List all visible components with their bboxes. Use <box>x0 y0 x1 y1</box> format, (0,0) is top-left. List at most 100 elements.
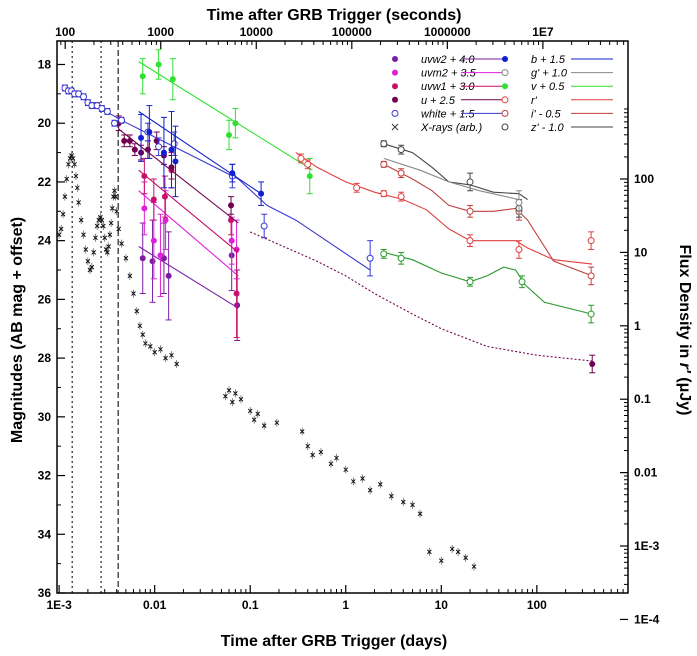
xray-point <box>247 408 253 414</box>
series-point <box>138 134 145 141</box>
x-bottom-tick-label: 10 <box>435 598 449 612</box>
xray-point <box>134 308 140 314</box>
xray-point <box>76 200 81 205</box>
x-bottom-tick-label: 100 <box>527 598 547 612</box>
series-fit-line <box>138 111 262 195</box>
series-point <box>397 254 405 262</box>
xray-point <box>147 344 153 349</box>
legend-entry-label: uvw2 + 4.0 <box>421 54 475 66</box>
legend-entry-label: r' <box>531 95 538 107</box>
xray-point <box>94 223 100 229</box>
xray-point <box>438 558 444 564</box>
series-point <box>172 158 179 165</box>
xray-point <box>87 267 93 273</box>
series-fit-line <box>118 128 239 224</box>
legend-entry-label: g' + 1.0 <box>531 68 568 80</box>
legend-marker <box>392 96 398 103</box>
series-point <box>169 76 176 83</box>
xray-point <box>226 388 232 393</box>
legend-marker <box>501 69 509 77</box>
y-right-tick-label: 10 <box>634 245 648 259</box>
series-point <box>170 140 178 148</box>
series-point <box>160 149 167 156</box>
xray-point <box>119 241 124 246</box>
xray-point <box>163 355 168 361</box>
xray-point <box>400 499 406 505</box>
series-point <box>80 93 88 101</box>
series-point <box>380 190 388 198</box>
xray-point <box>233 390 238 396</box>
series-point <box>155 143 163 151</box>
y-right-tick-label: 100 <box>634 172 654 186</box>
series-point <box>150 237 157 244</box>
series-point <box>306 173 313 180</box>
series-point <box>157 252 164 259</box>
series-point <box>366 254 374 262</box>
xray-point <box>93 235 98 241</box>
xray-point <box>367 487 373 493</box>
xray-point <box>169 352 174 358</box>
series-point <box>139 255 146 262</box>
series-point <box>232 120 239 127</box>
series-model-line <box>295 152 593 265</box>
xray-point <box>140 332 146 337</box>
xray-point <box>334 455 339 461</box>
series-point <box>234 302 241 309</box>
xray-point <box>274 420 280 426</box>
xray-point <box>114 208 120 214</box>
xray-point <box>463 555 469 561</box>
xray-point <box>56 232 62 238</box>
xray-point <box>261 423 267 428</box>
series-point <box>518 278 526 286</box>
xray-point <box>305 443 311 449</box>
xray-point <box>251 417 257 423</box>
series-point <box>587 272 595 280</box>
series-point <box>515 198 523 206</box>
series-point <box>226 131 233 138</box>
series-point <box>466 278 474 286</box>
xray-point <box>238 396 244 402</box>
xray-point <box>81 232 86 238</box>
series-point <box>589 360 596 367</box>
x-top-tick-label: 100000 <box>332 25 372 39</box>
series-point <box>150 196 157 203</box>
series-point <box>146 129 153 136</box>
legend-marker <box>392 83 398 90</box>
right-axis-title: Flux Density in r' (μJy) <box>676 245 693 416</box>
right-axis-title-prefix: Flux Density in <box>676 245 693 363</box>
series-model-line <box>383 251 593 315</box>
legend-entry-label: i' - 0.5 <box>531 108 561 120</box>
series-point <box>98 105 106 113</box>
xray-point <box>471 564 477 569</box>
legend-marker <box>392 69 398 76</box>
right-axis-title-band: r' <box>676 363 693 374</box>
x-top-tick-label: 1000 <box>147 25 174 39</box>
legend-marker <box>502 56 508 62</box>
xray-point <box>343 467 349 473</box>
series-point <box>144 146 151 153</box>
left-axis-title: Magnitudes (AB mag + offset) <box>9 217 26 443</box>
y-left-tick-label: 22 <box>38 175 52 189</box>
legend-marker <box>391 123 399 131</box>
series-point <box>126 137 133 144</box>
y-left-tick-label: 26 <box>38 292 52 306</box>
series-point <box>380 140 388 148</box>
x-bottom-tick-label: 1 <box>342 598 349 612</box>
xray-point <box>174 361 180 367</box>
y-right-tick-label: 1E-3 <box>634 539 660 553</box>
series-model-line <box>383 163 593 277</box>
y-left-tick-label: 20 <box>38 116 52 130</box>
legend-entry-label: uvw1 + 3.0 <box>421 81 475 93</box>
series-point <box>141 173 148 180</box>
xray-point <box>127 273 133 279</box>
xray-point <box>91 250 97 255</box>
xray-point <box>113 194 118 199</box>
legend-marker <box>502 83 508 90</box>
x-top-tick-label: 1E7 <box>532 25 554 39</box>
axes: 1E-3 0.01 0.1 1 10 100 100 1000 10000 100000 10000… <box>38 25 660 626</box>
series-point <box>131 146 138 153</box>
series-point <box>103 107 111 115</box>
y-right-tick-label: 1E-4 <box>634 612 660 626</box>
legend-entry-label: z' - 1.0 <box>530 122 565 134</box>
legend-marker <box>501 96 509 104</box>
